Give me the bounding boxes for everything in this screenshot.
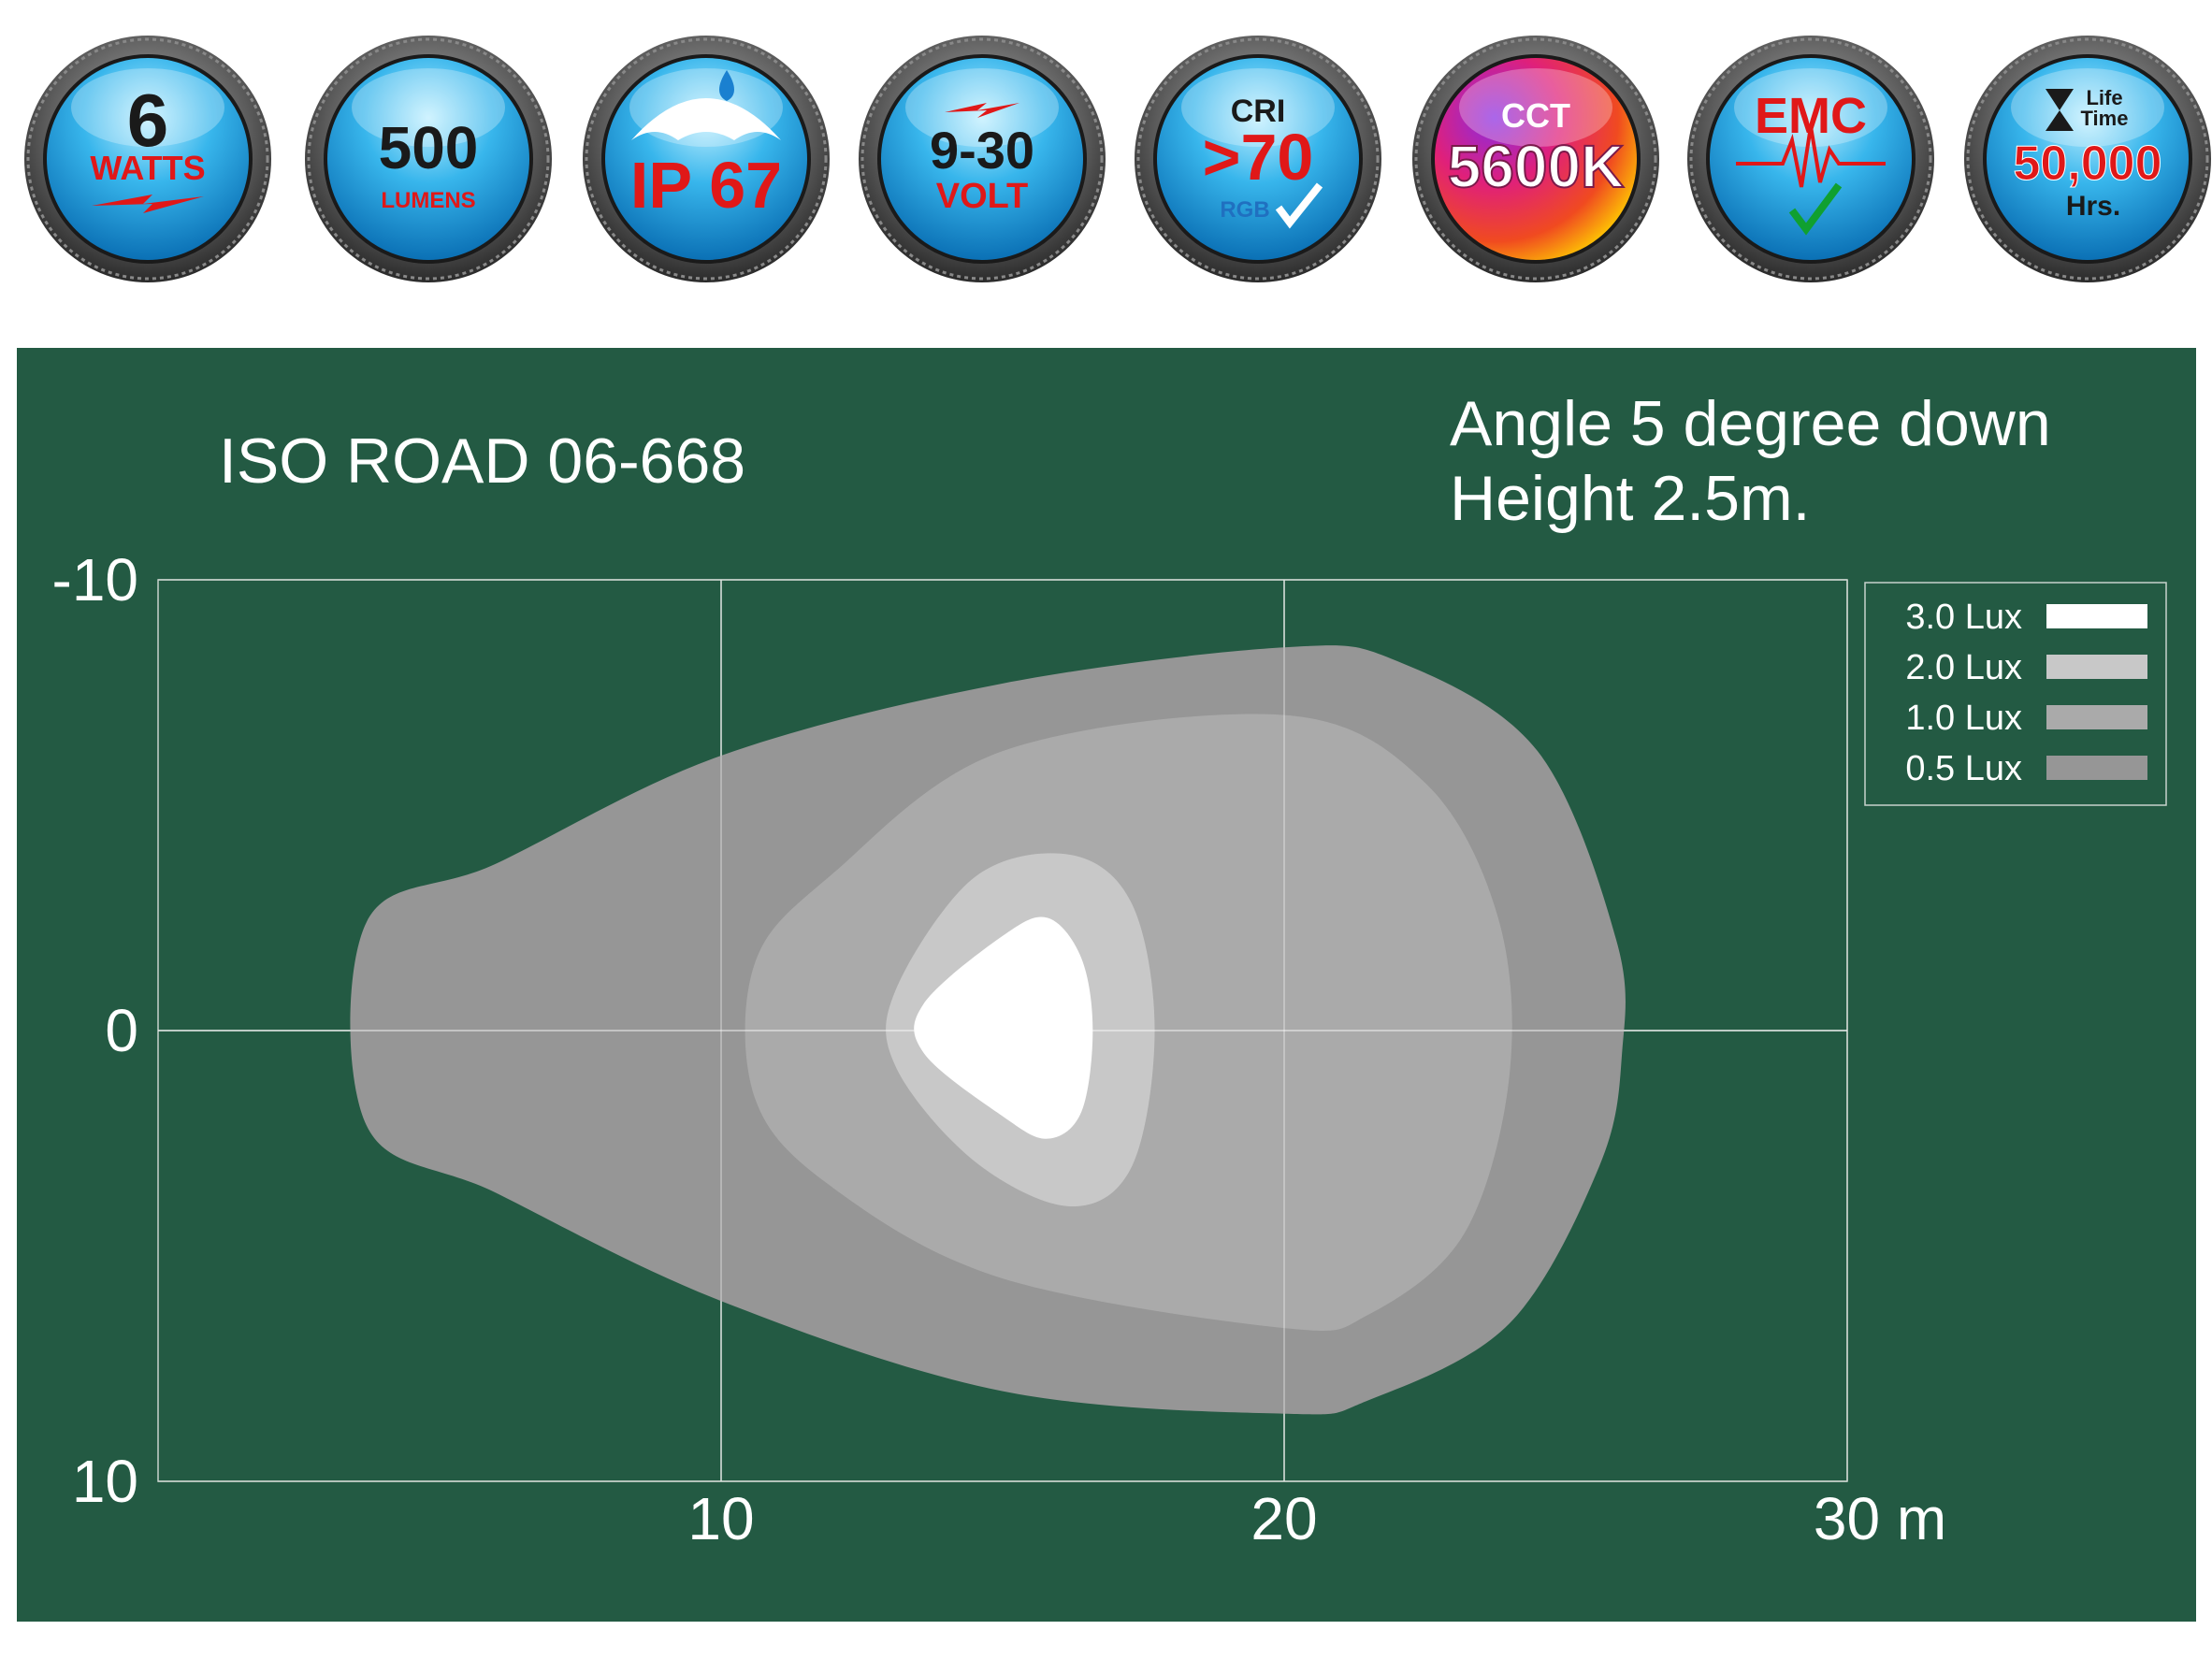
y-tick-label: -10 — [52, 546, 139, 613]
badge-label: CRI — [1231, 94, 1286, 129]
badge-lumens: 500 LUMENS — [305, 36, 552, 282]
badge-emc: EMC — [1687, 36, 1934, 282]
badge-unit: LUMENS — [381, 188, 475, 213]
badge-gloss — [352, 68, 505, 147]
angle-label: Angle 5 degree down — [1450, 388, 2051, 459]
badge-label-2: Time — [2081, 107, 2129, 130]
lightning-bolt-icon — [945, 103, 1019, 118]
badge-face — [601, 54, 811, 264]
x-tick-label: 30 m — [1814, 1485, 1946, 1552]
isolux-region-3-0-lux — [914, 916, 1093, 1139]
badge-gloss — [905, 68, 1059, 147]
badge-face — [1983, 54, 2192, 264]
badge-label: Life — [2086, 86, 2122, 109]
umbrella-rain-drop-icon — [631, 98, 781, 140]
badge-value: 6 — [127, 79, 169, 162]
badge-label: CCT — [1501, 96, 1570, 135]
badge-face — [877, 54, 1087, 264]
signal-wave-icon — [1736, 125, 1886, 188]
legend-label: 2.0 Lux — [1905, 648, 2022, 687]
badge-ring-texture — [1966, 37, 2209, 281]
y-tick-label: 10 — [72, 1448, 138, 1515]
badge-gloss — [1181, 68, 1335, 147]
legend-label: 3.0 Lux — [1905, 598, 2022, 637]
badge-face — [43, 54, 253, 264]
hourglass-icon — [2046, 89, 2074, 131]
badge-ip: IP 67 — [583, 36, 830, 282]
legend: 3.0 Lux 2.0 Lux 1.0 Lux 0.5 Lux — [1864, 582, 2167, 806]
badge-face — [1431, 54, 1641, 264]
badge-ring-texture — [1414, 37, 1657, 281]
badge-value: 50,000 — [2013, 137, 2161, 191]
badge-gloss — [1734, 68, 1887, 147]
badge-gloss — [71, 68, 224, 147]
lightning-bolt-icon — [92, 195, 204, 213]
legend-label: 1.0 Lux — [1905, 699, 2022, 738]
spec-badges: 6 WATTS 500 LUMENS IP 67 9-30 VOLT CRI >70 RGB CCT… — [0, 0, 2212, 337]
height-label: Height 2.5m. — [1450, 463, 1811, 534]
isolux-chart: -10 0 10 10 20 30 m 3.0 Lux 2.0 Lux 1.0 Lux 0.5 L… — [52, 546, 2167, 1552]
badge-ring-texture — [860, 37, 1104, 281]
badge-ring-texture — [1689, 37, 1932, 281]
badge-value: IP 67 — [630, 149, 782, 222]
badge-value: >70 — [1203, 121, 1314, 194]
light-distribution-panel: ISO ROAD 06-668 Angle 5 degree down Heig… — [17, 348, 2196, 1622]
badge-cri: CRI>70 RGB — [1135, 36, 1381, 282]
badge-value: 9-30 — [930, 121, 1034, 180]
legend-swatch — [2046, 655, 2147, 679]
y-tick-label: 0 — [105, 997, 138, 1064]
x-tick-label: 20 — [1251, 1485, 1317, 1552]
legend-swatch — [2046, 604, 2147, 628]
checkmark-icon — [1275, 182, 1323, 229]
badge-face — [324, 54, 533, 264]
legend-box — [1864, 582, 2167, 806]
badge-unit: VOLT — [936, 177, 1029, 216]
badge-unit: WATTS — [90, 149, 205, 187]
legend-swatch — [2046, 756, 2147, 780]
badge-ring-texture — [1136, 37, 1380, 281]
badge-face — [1706, 54, 1916, 264]
checkmark-icon — [1788, 182, 1843, 236]
badge-value: 5600K — [1448, 133, 1625, 200]
badge-face — [1153, 54, 1363, 264]
legend-label: 0.5 Lux — [1905, 749, 2022, 788]
badge-gloss — [1459, 68, 1612, 147]
x-tick-label: 10 — [687, 1485, 754, 1552]
chart-title: ISO ROAD 06-668 — [219, 426, 746, 497]
badge-ring-texture — [307, 37, 550, 281]
rain-drop-icon — [719, 70, 734, 101]
badge-ring-texture — [585, 37, 828, 281]
badge-ring-texture — [26, 37, 269, 281]
legend-swatch — [2046, 705, 2147, 729]
badge-unit: Hrs. — [2066, 191, 2120, 222]
badge-value: 500 — [379, 114, 479, 181]
badge-sub: RGB — [1220, 197, 1269, 223]
